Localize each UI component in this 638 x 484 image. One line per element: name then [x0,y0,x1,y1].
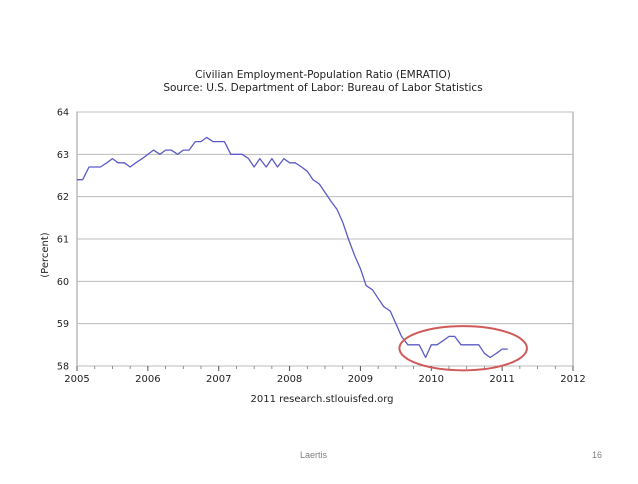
x-tick-label: 2005 [64,374,89,385]
highlight-ellipse [398,325,528,372]
footer-text: Laertis [300,450,328,460]
page-number: 16 [592,450,603,460]
axis-ticks: 58 59 60 61 62 63 64 2005 2006 2007 2008 2009 2010 20… [57,108,586,386]
grid [76,111,574,367]
x-tick-label: 2006 [135,374,160,385]
series-layer [77,136,508,359]
chart-credit: 2011 research.stlouisfed.org [250,394,393,405]
y-axis-label: (Percent) [40,232,51,278]
y-tick-label: 58 [57,362,69,373]
x-tick-label: 2012 [560,374,585,385]
chart-subtitle: Source: U.S. Department of Labor: Bureau… [163,82,482,94]
y-tick-label: 61 [57,235,69,246]
y-tick-label: 63 [57,150,69,161]
chart-title: Civilian Employment-Population Ratio (EM… [195,69,451,81]
annotation-layer [398,325,528,372]
y-tick-label: 59 [57,319,69,330]
y-tick-label: 64 [57,108,69,119]
x-tick-label: 2007 [206,374,231,385]
x-tick-label: 2011 [489,374,514,385]
x-tick-label: 2010 [419,374,444,385]
y-tick-label: 60 [57,277,69,288]
x-tick-label: 2008 [277,374,302,385]
x-tick-label: 2009 [348,374,373,385]
y-tick-label: 62 [57,192,69,203]
series-line-0 [77,136,508,359]
